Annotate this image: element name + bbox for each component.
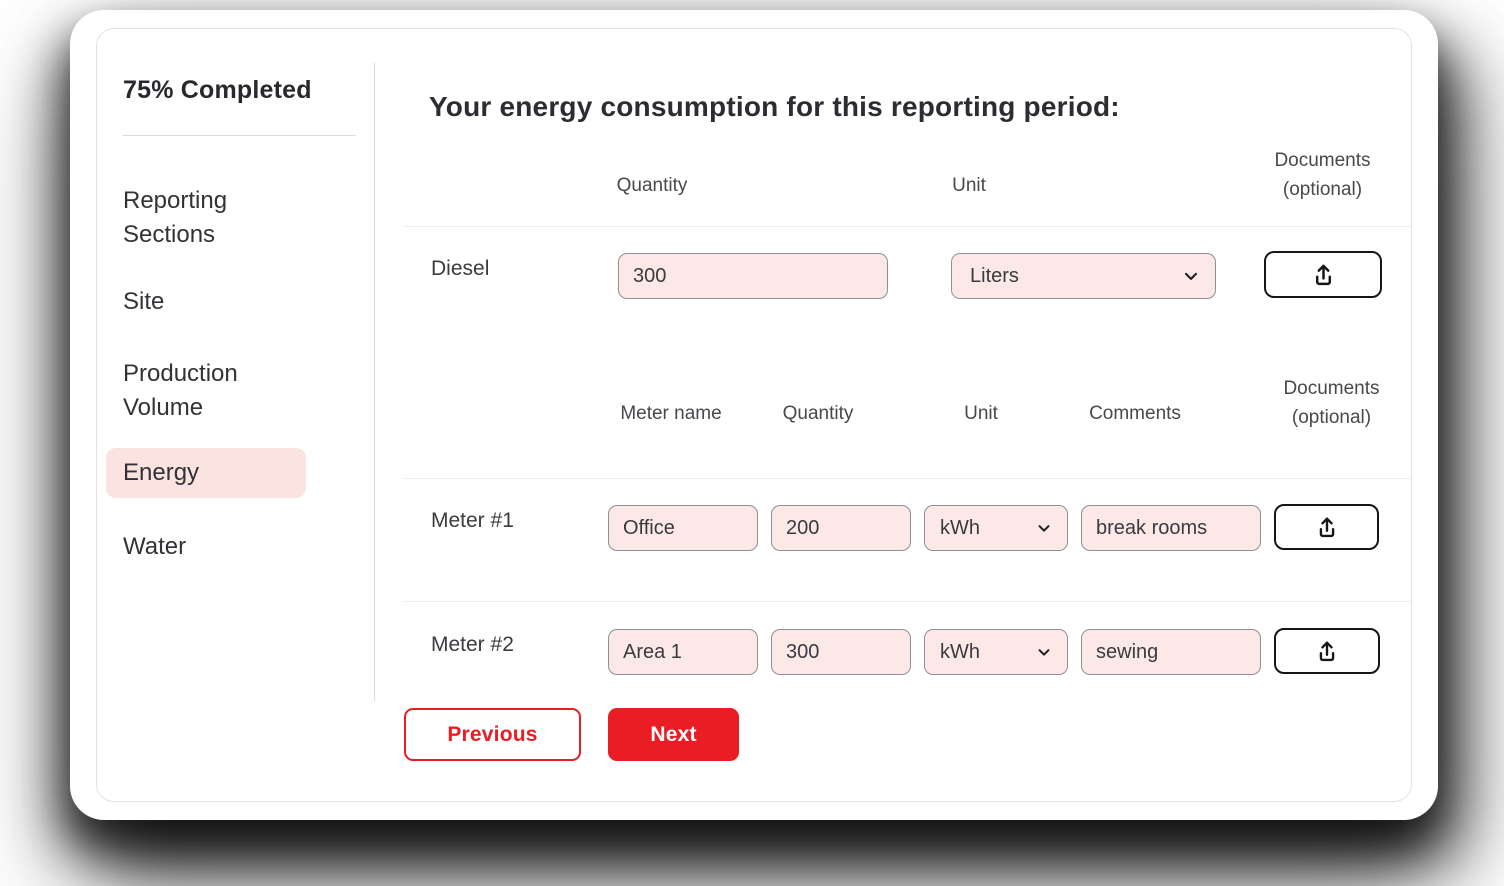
sidebar-item-water[interactable]: Water [123,533,187,560]
progress-label: 75% Completed [123,76,312,104]
previous-button[interactable]: Previous [404,708,581,761]
meter-1-name-input[interactable] [608,505,758,551]
meter-col-header-quantity: Quantity [782,403,854,424]
upload-icon [1310,261,1337,288]
fuel-col-header-quantity: Quantity [616,175,688,196]
upload-icon [1314,514,1340,540]
divider [404,478,1411,479]
next-button[interactable]: Next [608,708,739,761]
meter-1-upload-button[interactable] [1274,504,1379,550]
meter-1-unit-select-wrap: kWh [924,505,1068,551]
diesel-unit-select-wrap: Liters [951,253,1216,299]
page-title: Your energy consumption for this reporti… [429,91,1120,122]
meter-2-unit-select-wrap: kWh [924,629,1068,675]
meter-documents-header-line2: (optional) [1291,407,1372,428]
meter-col-header-documents: Documents (optional) [1259,374,1404,432]
fuel-col-header-documents: Documents (optional) [1250,146,1395,204]
sidebar-item-reporting-sections[interactable]: Reporting Sections [123,187,228,248]
upload-icon [1314,638,1340,664]
divider [404,226,1411,227]
meter-documents-header-line1: Documents [1283,378,1380,399]
diesel-unit-select[interactable]: Liters [952,254,1215,298]
diesel-quantity-input[interactable] [618,253,888,299]
meter-col-header-unit: Unit [964,403,998,424]
sidebar-item-energy[interactable]: Energy [106,448,306,498]
meter-col-header-comments: Comments [1089,403,1181,424]
meter-2-comments-input[interactable] [1081,629,1261,675]
meter-col-header-name: Meter name [620,403,722,424]
meter-2-unit-select[interactable]: kWh [925,630,1067,674]
meter-2-quantity-input[interactable] [771,629,911,675]
report-card: 75% Completed Reporting Sections Site Pr… [70,10,1438,820]
meter-1-comments-input[interactable] [1081,505,1261,551]
sidebar-item-site[interactable]: Site [123,288,165,315]
meter-1-quantity-input[interactable] [771,505,911,551]
row-label-diesel: Diesel [431,257,490,280]
meter-1-unit-select[interactable]: kWh [925,506,1067,550]
report-card-inner: 75% Completed Reporting Sections Site Pr… [96,28,1412,802]
diesel-upload-button[interactable] [1264,251,1382,298]
fuel-col-header-unit: Unit [952,175,986,196]
fuel-documents-header-line1: Documents [1274,150,1371,171]
meter-2-name-input[interactable] [608,629,758,675]
row-label-meter-2: Meter #2 [431,633,514,656]
sidebar-main-divider [374,63,375,701]
meter-2-upload-button[interactable] [1274,628,1380,674]
sidebar-divider [123,135,356,136]
sidebar-item-production-volume[interactable]: Production Volume [123,360,238,421]
row-label-meter-1: Meter #1 [431,509,514,532]
divider [404,601,1411,602]
fuel-documents-header-line2: (optional) [1282,179,1363,200]
